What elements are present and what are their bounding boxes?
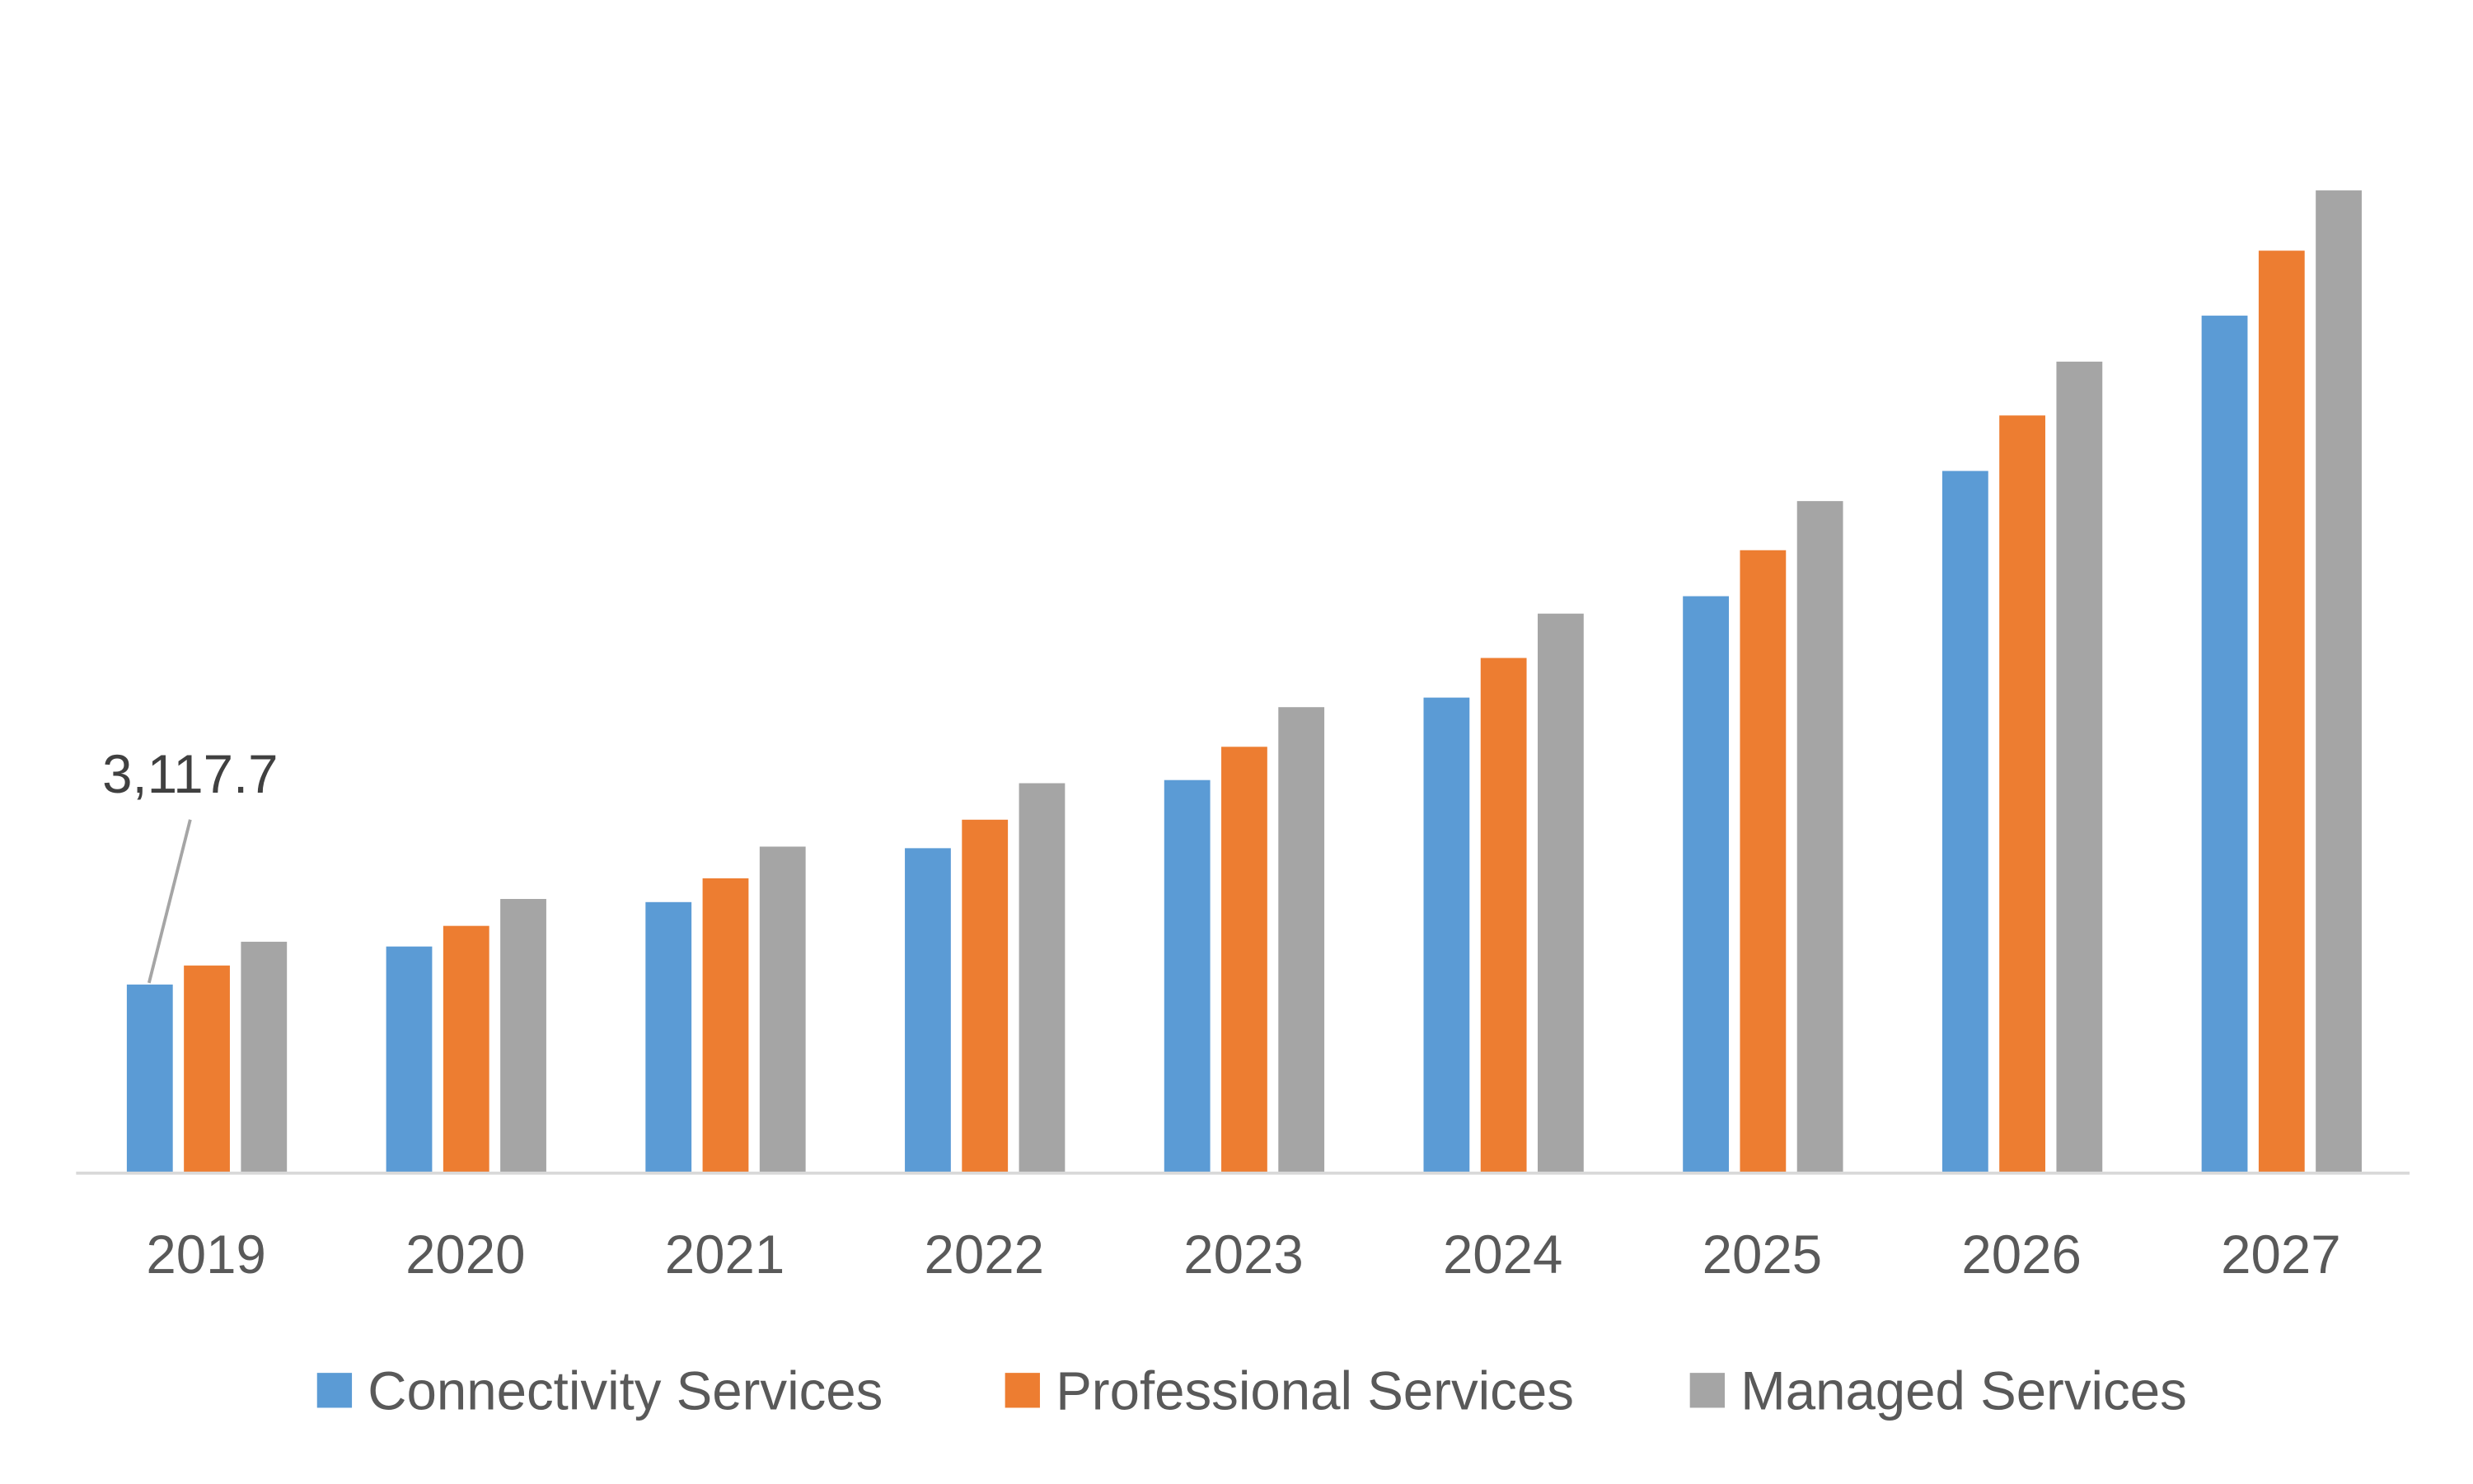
bar-2020-connectivity-services: [386, 946, 433, 1173]
bar-2021-managed-services: [759, 846, 806, 1173]
bar-2023-managed-services: [1278, 707, 1325, 1173]
x-tick-label: 2021: [665, 1224, 785, 1285]
bar-2025-managed-services: [1796, 501, 1843, 1173]
bar-2019-managed-services: [241, 941, 288, 1173]
bar-2026-connectivity-services: [1941, 470, 1988, 1173]
bar-2026-managed-services: [2056, 361, 2103, 1173]
x-tick-label: 2024: [1443, 1224, 1562, 1285]
x-tick-label: 2019: [146, 1224, 265, 1285]
bar-2027-managed-services: [2316, 190, 2362, 1173]
bar-2023-professional-services: [1221, 747, 1267, 1173]
bar-2019-professional-services: [184, 965, 230, 1173]
bar-2026-professional-services: [1999, 415, 2045, 1173]
bar-2020-professional-services: [443, 925, 489, 1173]
legend-swatch: [1005, 1373, 1040, 1408]
x-tick-label: 2020: [405, 1224, 525, 1285]
legend-label: Connectivity Services: [368, 1360, 883, 1421]
x-tick-label: 2022: [925, 1224, 1044, 1285]
bar-2024-managed-services: [1538, 613, 1584, 1173]
x-tick-labels: 2019 2020 2021 2022 2023 2024 2025 2026 2027: [146, 1224, 2340, 1285]
bars: [126, 190, 2362, 1173]
bar-2027-connectivity-services: [2201, 316, 2248, 1173]
bar-2022-connectivity-services: [905, 848, 951, 1173]
bar-2020-managed-services: [500, 898, 546, 1173]
bar-2024-professional-services: [1480, 658, 1527, 1173]
bar-2027-professional-services: [2258, 250, 2305, 1173]
bar-2021-professional-services: [702, 878, 749, 1173]
legend-swatch: [316, 1373, 353, 1408]
x-tick-label: 2025: [1703, 1224, 1822, 1285]
bar-2019-connectivity-services: [126, 984, 173, 1173]
x-tick-label: 2026: [1961, 1224, 2081, 1285]
bar-2022-managed-services: [1019, 783, 1066, 1173]
bar-2022-professional-services: [962, 819, 1009, 1173]
legend: Connectivity Services Professional Servic…: [316, 1360, 2187, 1421]
annotation-leader-line: [147, 819, 192, 984]
legend-label: Professional Services: [1056, 1360, 1574, 1421]
x-tick-label: 2023: [1183, 1224, 1303, 1285]
legend-swatch: [1689, 1373, 1726, 1408]
bar-2021-connectivity-services: [645, 901, 692, 1173]
legend-label: Managed Services: [1740, 1360, 2187, 1421]
bar-2024-connectivity-services: [1423, 697, 1470, 1173]
bar-2025-professional-services: [1740, 550, 1787, 1173]
bar-2023-connectivity-services: [1164, 779, 1211, 1173]
data-label-2019-connectivity: 3,117.7: [102, 744, 278, 804]
bar-2025-connectivity-services: [1683, 596, 1730, 1173]
x-tick-label: 2027: [2221, 1224, 2340, 1285]
